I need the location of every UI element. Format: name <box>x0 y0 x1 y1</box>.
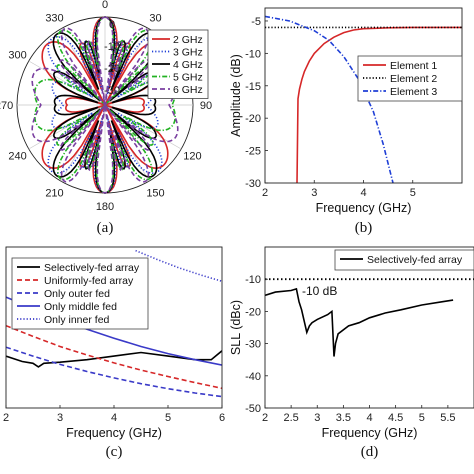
panel-c-legend-label-5: Only inner fed <box>44 314 110 326</box>
panel-b-xtick-label: 4 <box>360 187 366 199</box>
polar-radial-label: 0 <box>109 19 115 31</box>
polar-legend-label-4: 5 GHz <box>173 72 203 84</box>
panel-c-xtick-label: 3 <box>57 412 63 424</box>
panel-b-ytick-label: -10 <box>245 48 261 60</box>
panel-c-x-axis-label: Frequency (GHz) <box>66 426 162 440</box>
panel-d-legend-label-1: Selectively-fed array <box>367 254 463 266</box>
polar-angle-label: 120 <box>183 151 201 163</box>
panel-d-ytick-label: -10 <box>245 274 261 286</box>
polar-angle-label: 240 <box>8 151 26 163</box>
panel-c-legend-label-4: Only middle fed <box>44 301 117 313</box>
panel-c-series-3-line <box>6 346 222 398</box>
polar-angle-label: 330 <box>45 13 63 25</box>
panel-b-legend-label-3: Element 3 <box>390 86 437 98</box>
panel-b-legend-label-1: Element 1 <box>390 60 437 72</box>
polar-angle-label: 210 <box>45 187 63 199</box>
panel-c-xtick-label: 6 <box>219 412 225 424</box>
panel-b-xtick-label: 3 <box>311 187 317 199</box>
panel-d-ytick-label: -50 <box>245 403 261 415</box>
panel-d-xtick-label: 2 <box>262 412 268 424</box>
panel-c-sll-comparison-chart: 2 3 4 5 6 Frequency (GHz) (c) Selectively-fed a… <box>3 246 225 460</box>
polar-legend-label-3: 4 GHz <box>173 59 203 71</box>
panel-c-xtick-label: 2 <box>3 412 9 424</box>
panel-d-xtick-label: 4 <box>366 412 372 424</box>
panel-b-legend-box <box>357 55 463 102</box>
polar-radial-label: -30 <box>104 85 120 97</box>
panel-c-xtick-label: 4 <box>111 412 117 424</box>
panel-a-polar: 03060901201501802102402703003300-10-20-3… <box>0 0 212 236</box>
polar-spoke <box>28 60 106 106</box>
panel-d-xtick-label: 5.5 <box>440 412 455 424</box>
panel-d-caption: (d) <box>361 444 379 460</box>
panel-b-ytick-label: -20 <box>245 113 261 125</box>
panel-b-ytick-label: -15 <box>245 81 261 93</box>
polar-angle-label: 90 <box>200 100 212 112</box>
panel-d-x-axis-label: Frequency (GHz) <box>322 426 418 440</box>
polar-angle-label: 180 <box>96 201 114 213</box>
panel-d-ytick-label: -20 <box>245 306 261 318</box>
polar-angle-label: 270 <box>0 100 13 112</box>
panel-d-xtick-label: 3.5 <box>336 412 351 424</box>
polar-radial-label: -10 <box>104 41 120 53</box>
panel-d-ytick-label: -40 <box>245 371 261 383</box>
panel-d-xtick-label: 5 <box>419 412 425 424</box>
panel-c-series-2-line <box>6 324 222 390</box>
panel-d-annotation-minus-10-db: -10 dB <box>302 284 337 298</box>
panel-b-ytick-label: -30 <box>245 178 261 190</box>
panel-c-legend-label-3: Only outer fed <box>44 288 110 300</box>
panel-b-x-axis-label: Frequency (GHz) <box>316 201 412 215</box>
panel-d-xtick-label: 3 <box>314 412 320 424</box>
panel-d-axes-frame <box>264 246 474 409</box>
panel-d-sll-chart: 2 2.5 3 3.5 4 4.5 5 5.5 -10 -20 -30 -40 -50 Frequency… <box>229 246 474 460</box>
polar-angle-label: 150 <box>146 187 164 199</box>
panel-a-caption: (a) <box>97 220 114 236</box>
panel-c-caption: (c) <box>106 444 123 460</box>
panel-b-caption: (b) <box>355 220 373 236</box>
panel-b-series-3-line <box>265 15 394 183</box>
panel-b-amplitude-chart: 2 3 4 5 -5 -10 -15 -20 -25 -30 Frequency (GHz) Ampl… <box>229 7 463 236</box>
polar-series-5-line <box>31 16 179 194</box>
polar-legend-label-2: 3 GHz <box>173 47 203 59</box>
panel-d-series-1-line <box>265 287 454 357</box>
panel-c-legend-label-1: Selectively-fed array <box>44 262 140 274</box>
panel-d-ytick-label: -30 <box>245 339 261 351</box>
panel-d-legend-box <box>334 249 474 271</box>
polar-legend-label-5: 6 GHz <box>173 84 203 96</box>
panel-d-xtick-label: 4.5 <box>388 412 403 424</box>
panel-d-y-axis-label: SLL (dBc) <box>229 300 243 355</box>
polar-radial-label: -20 <box>104 63 120 75</box>
panel-d-xtick-label: 2.5 <box>283 412 298 424</box>
panel-b-ytick-label: -25 <box>245 146 261 158</box>
panel-c-series-5-line <box>135 249 222 283</box>
panel-c-xtick-label: 5 <box>165 412 171 424</box>
panel-c-legend-label-2: Uniformly-fed array <box>44 275 134 287</box>
panel-b-xtick-label: 2 <box>262 187 268 199</box>
polar-legend-label-1: 2 GHz <box>173 34 203 46</box>
panel-b-legend-label-2: Element 2 <box>390 73 437 85</box>
panel-b-y-axis-label: Amplitude (dB) <box>229 54 243 137</box>
polar-angle-label: 30 <box>149 13 161 25</box>
panel-b-xtick-label: 5 <box>410 187 416 199</box>
polar-angle-label: 300 <box>8 50 26 62</box>
polar-angle-label: 0 <box>102 0 108 11</box>
panel-b-series-1-line <box>296 26 462 183</box>
panel-b-ytick-label: -5 <box>251 16 261 28</box>
